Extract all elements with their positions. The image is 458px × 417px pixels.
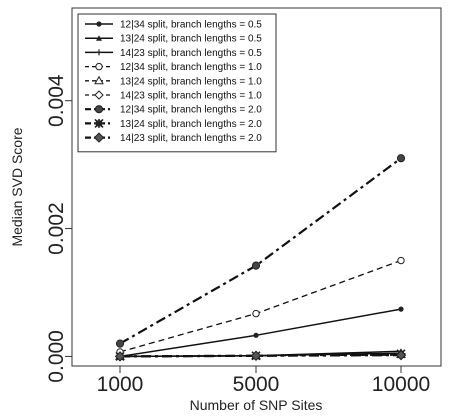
series-line-7 [119,157,402,345]
legend-marker-6 [94,90,104,100]
series-7 [115,154,406,348]
legend-marker-8-box [96,120,102,127]
data-point-s4-3 [397,256,405,265]
legend-marker-8 [94,118,104,128]
series-line-9 [119,354,402,358]
legend-marker-3 [96,49,102,56]
series-9 [114,349,407,362]
data-point-s7-3 [396,154,406,163]
series-1 [117,306,404,360]
legend-marker-9 [93,132,105,143]
series-4 [116,256,405,356]
y-axis-label: Median SVD Score [9,127,25,246]
y-tick-label: 0.004 [45,74,68,127]
legend-entry-2: 13|24 split, branch lengths = 0.5 [120,34,262,45]
legend-marker-2 [96,35,102,41]
legend-marker-5 [94,75,104,85]
y-tick-label: 0.000 [45,330,68,383]
x-tick-label: 10000 [372,373,430,396]
legend-entry-6: 14|23 split, branch lengths = 1.0 [120,91,262,102]
legend-entry-4: 12|34 split, branch lengths = 1.0 [120,62,262,73]
x-tick-label: 5000 [233,373,280,396]
x-axis-label: Number of SNP Sites [190,397,323,413]
data-point-s4-2 [252,309,260,318]
legend-marker-1 [96,21,102,27]
legend-entry-3: 14|23 split, branch lengths = 0.5 [120,48,262,59]
data-point-s7-2 [251,261,261,270]
legend-entry-1: 12|34 split, branch lengths = 0.5 [120,20,262,31]
legend-entry-9: 14|23 split, branch lengths = 2.0 [120,133,262,144]
data-point-s1-3 [398,306,404,312]
x-tick-label: 1000 [97,373,144,396]
data-point-s9-3 [395,349,407,361]
legend-entry-7: 12|34 split, branch lengths = 2.0 [120,105,262,116]
data-point-s9-2 [250,350,262,361]
legend-entry-8: 13|24 split, branch lengths = 2.0 [120,119,262,130]
data-point-s1-2 [253,332,259,338]
legend-entry-5: 13|24 split, branch lengths = 1.0 [120,76,262,87]
data-point-s7-1 [115,339,125,348]
y-tick-label: 0.002 [45,202,68,255]
series-line-1 [119,308,402,358]
series-line-4 [119,259,402,353]
data-point-s9-1 [114,351,126,362]
legend-marker-7 [94,105,104,114]
legend-box [77,13,277,153]
legend-marker-4 [95,62,103,71]
